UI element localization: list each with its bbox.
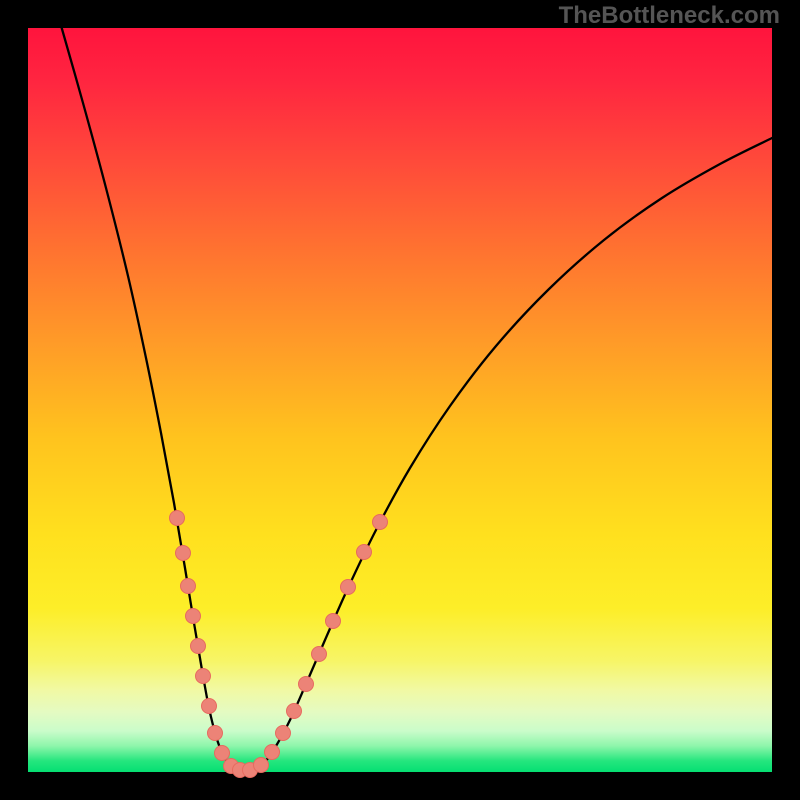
data-marker [341, 580, 356, 595]
data-marker [373, 515, 388, 530]
data-marker [254, 758, 269, 773]
data-marker [287, 704, 302, 719]
data-marker [191, 639, 206, 654]
data-marker [265, 745, 280, 760]
data-marker [176, 546, 191, 561]
data-marker [215, 746, 230, 761]
plot-area [28, 28, 772, 772]
chart-stage: TheBottleneck.com [0, 0, 800, 800]
data-marker [326, 614, 341, 629]
data-marker [357, 545, 372, 560]
bottleneck-curve [28, 28, 772, 772]
data-marker [276, 726, 291, 741]
curve-path [60, 22, 772, 771]
data-marker [312, 647, 327, 662]
data-marker [299, 677, 314, 692]
data-marker [208, 726, 223, 741]
watermark-text: TheBottleneck.com [559, 2, 780, 30]
data-marker [181, 579, 196, 594]
data-marker [170, 511, 185, 526]
data-marker [186, 609, 201, 624]
data-marker [202, 699, 217, 714]
data-marker [196, 669, 211, 684]
